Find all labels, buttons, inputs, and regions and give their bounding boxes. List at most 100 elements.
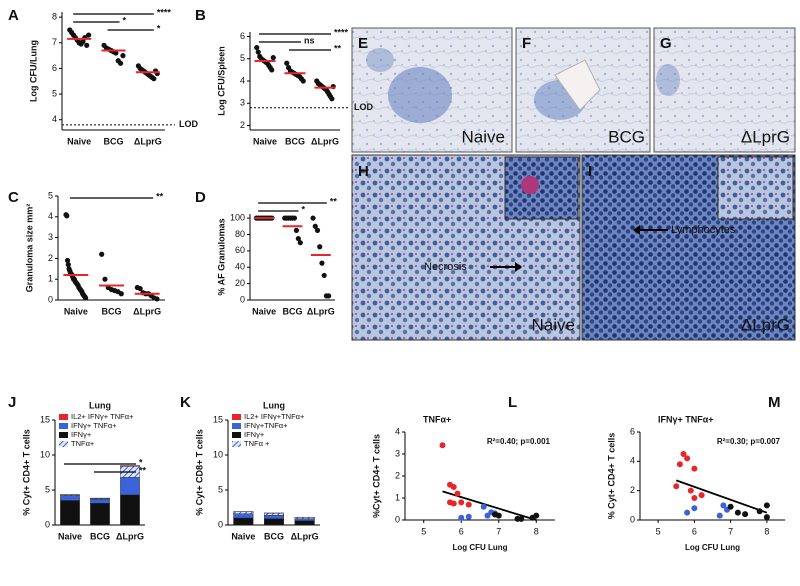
panel-letter: J	[8, 394, 16, 411]
image-label: ΔLprG	[741, 127, 790, 146]
image-label: ΔLprG	[741, 315, 790, 334]
y-tick-label: 2	[395, 470, 400, 480]
point	[484, 512, 491, 519]
y-tick-label: 100	[230, 212, 245, 222]
legend-swatch	[59, 441, 68, 447]
panel-letter: G	[660, 35, 672, 52]
y-tick-label: 5	[240, 53, 245, 63]
x-tick-label: ΔLprG	[133, 306, 161, 316]
x-tick-label: 5	[421, 526, 426, 536]
x-tick-label: 7	[728, 526, 733, 536]
point	[64, 213, 70, 219]
bar-segment	[233, 511, 254, 515]
x-tick-label: BCG	[104, 136, 124, 146]
significance-label: *	[139, 457, 143, 467]
point	[312, 223, 318, 229]
legend-label: IFNγ+TNFα+	[244, 421, 288, 430]
panel-letter: L	[508, 394, 517, 411]
chart-title: Lung	[263, 400, 285, 410]
y-tick-label: 0	[630, 514, 635, 524]
stat-annotation: R²=0.30; p=0.007	[717, 437, 781, 446]
point	[117, 60, 124, 66]
y-tick-label: 0	[395, 514, 400, 524]
y-tick-label: 40	[235, 262, 245, 272]
lod-label: LOD	[354, 102, 373, 112]
point	[533, 512, 540, 519]
panel-letter: C	[8, 189, 19, 206]
x-tick-label: 7	[496, 526, 501, 536]
point	[687, 487, 694, 494]
y-tick-label: 15	[213, 414, 223, 424]
y-tick-label: 4	[240, 75, 245, 85]
point	[254, 44, 260, 51]
inset-i	[717, 156, 794, 220]
x-tick-label: BCG	[264, 531, 284, 541]
point	[295, 235, 301, 242]
x-tick-label: 8	[534, 526, 539, 536]
panel-letter: I	[588, 163, 592, 180]
legend-swatch	[59, 432, 68, 438]
legend-swatch	[59, 423, 68, 429]
point	[458, 514, 465, 521]
panel-letter: K	[180, 394, 191, 411]
point	[84, 42, 90, 48]
y-tick-label: 3	[48, 232, 53, 242]
legend-swatch	[232, 423, 241, 429]
point	[720, 502, 727, 509]
point	[480, 503, 487, 510]
point	[102, 276, 108, 282]
significance-label: *	[302, 204, 306, 214]
point	[329, 96, 335, 102]
y-tick-label: 5	[218, 484, 223, 494]
point	[756, 508, 763, 515]
point	[495, 512, 502, 519]
legend-swatch	[232, 432, 241, 438]
x-tick-label: 5	[656, 526, 661, 536]
y-axis-label: % Cyt+ CD4+ T cells	[606, 433, 616, 520]
point	[691, 505, 698, 512]
y-tick-label: 10	[40, 449, 50, 459]
panel-letter: B	[195, 7, 206, 24]
y-axis-label: Granuloma size mm²	[24, 204, 34, 293]
y-tick-label: 5	[45, 484, 50, 494]
point	[83, 295, 89, 301]
point	[465, 513, 472, 520]
x-tick-label: BCG	[285, 136, 305, 146]
bar-segment	[263, 512, 285, 516]
point	[465, 501, 472, 508]
legend-label: TNFα+	[71, 439, 95, 448]
bar-segment	[233, 517, 254, 526]
point	[293, 227, 299, 233]
bar-segment	[60, 495, 80, 501]
x-tick-label: ΔLprG	[291, 531, 319, 541]
legend-swatch	[232, 441, 241, 447]
image-panels: E Naive F BCG G ΔLprG H Naive Necrosis I…	[351, 27, 796, 341]
point	[80, 38, 86, 45]
x-tick-label: ΔLprG	[307, 306, 335, 316]
lod-label: LOD	[179, 119, 198, 129]
point	[284, 60, 290, 66]
significance-label: **	[330, 196, 338, 206]
y-tick-label: 0	[218, 519, 223, 529]
x-tick-label: Naive	[64, 306, 88, 316]
point	[317, 244, 323, 250]
point	[120, 53, 126, 59]
bar-segment	[120, 465, 140, 467]
bar-segment	[263, 518, 285, 526]
y-axis-label: Log CFU/Lung	[28, 40, 38, 102]
y-tick-label: 4	[630, 456, 635, 466]
y-axis-label: % Cyt+ CD8+ T cells	[194, 429, 204, 516]
y-tick-label: 80	[235, 229, 245, 239]
chart-title: IFNγ+ TNFα+	[658, 414, 714, 424]
point	[319, 260, 325, 266]
legend-swatch	[59, 414, 68, 420]
y-tick-label: 0	[240, 294, 245, 304]
bar-segment	[233, 513, 254, 519]
image-g	[653, 27, 796, 153]
y-tick-label: 2	[240, 120, 245, 130]
x-tick-label: ΔLprG	[311, 136, 339, 146]
inset-h	[504, 156, 579, 220]
x-tick-label: ΔLprG	[116, 531, 144, 541]
point	[118, 291, 124, 297]
y-tick-label: 4	[52, 114, 57, 124]
